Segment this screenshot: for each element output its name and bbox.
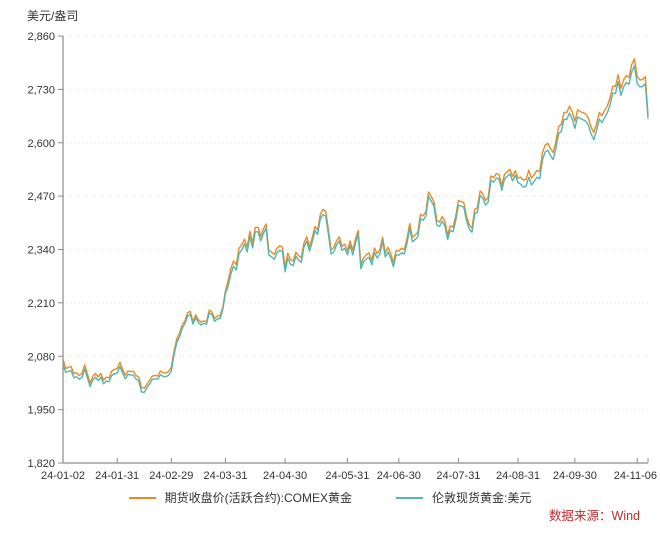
y-tick-label: 2,080 (27, 351, 55, 363)
legend-item-london-spot: 伦敦现货黄金:美元 (396, 489, 531, 507)
x-tick-label: 24-08-31 (496, 470, 540, 482)
x-tick-label: 24-01-02 (41, 470, 85, 482)
x-tick-label: 24-07-31 (436, 470, 480, 482)
y-tick-label: 2,600 (27, 138, 55, 150)
y-tick-label: 2,470 (27, 191, 55, 203)
series-line-0 (62, 58, 649, 389)
data-source: 数据来源：Wind (549, 509, 640, 523)
x-tick-label: 24-01-31 (95, 470, 139, 482)
x-tick-label: 24-04-30 (263, 470, 307, 482)
y-tick-label: 2,210 (27, 298, 55, 310)
legend-line-comex-futures-icon (128, 497, 156, 499)
x-tick-label: 24-03-31 (203, 470, 247, 482)
legend-label-london-spot: 伦敦现货黄金:美元 (432, 491, 532, 505)
legend: 期货收盘价(活跃合约):COMEX黄金 伦敦现货黄金:美元 (0, 489, 660, 507)
x-tick-label: 24-05-31 (325, 470, 369, 482)
y-tick-label: 2,340 (27, 245, 55, 257)
x-tick-label: 24-09-30 (553, 470, 597, 482)
y-axis-title: 美元/盎司 (27, 9, 79, 23)
y-tick-label: 2,730 (27, 84, 55, 96)
x-tick-label: 24-02-29 (149, 470, 193, 482)
y-tick-label: 1,820 (27, 458, 55, 470)
x-tick-label: 24-11-06 (614, 470, 657, 482)
legend-line-london-spot-icon (396, 497, 423, 499)
legend-label-comex-futures: 期货收盘价(活跃合约):COMEX黄金 (164, 491, 352, 505)
x-tick-label: 24-06-30 (377, 470, 421, 482)
series-line-1 (62, 65, 649, 394)
legend-item-comex-futures: 期货收盘价(活跃合约):COMEX黄金 (128, 489, 352, 507)
y-tick-label: 2,860 (27, 31, 55, 43)
y-tick-label: 1,950 (27, 405, 55, 417)
